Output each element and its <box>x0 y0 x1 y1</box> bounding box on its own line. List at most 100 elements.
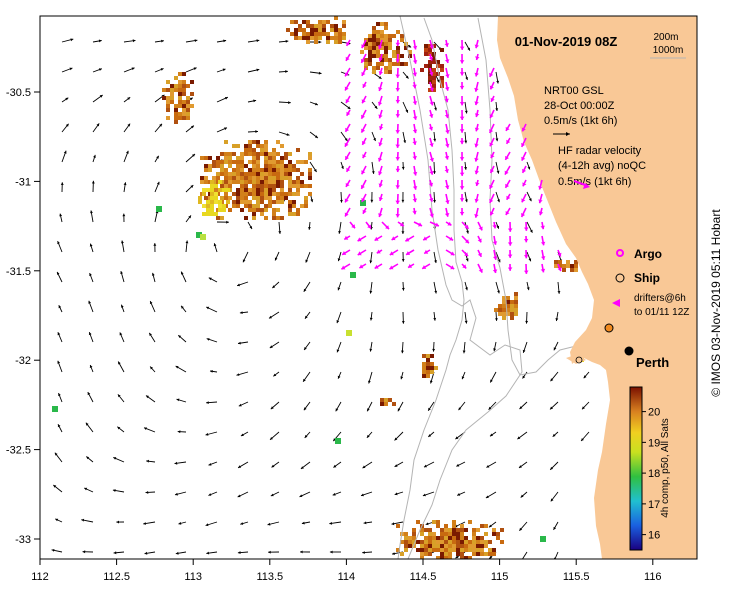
current-arrowhead <box>285 70 288 73</box>
sst-pixel <box>284 192 288 196</box>
sst-pixel <box>368 62 372 66</box>
current-arrowhead <box>270 437 273 440</box>
sst-pixel <box>436 524 440 528</box>
sst-pixel <box>210 208 214 212</box>
sst-pixel <box>338 40 342 44</box>
sst-pixel <box>244 196 248 200</box>
hf-radar-arrows <box>340 39 562 274</box>
sst-pixel <box>260 192 264 196</box>
sst-pixel <box>288 168 292 172</box>
sst-pixel <box>292 184 296 188</box>
sst-pixel <box>170 84 174 88</box>
radar-arrowhead <box>361 99 366 104</box>
current-arrowhead <box>329 550 333 554</box>
sst-pixel <box>338 36 342 40</box>
radar-arrowhead <box>540 225 545 230</box>
sst-pixel <box>280 200 284 204</box>
sst-pixel <box>186 116 190 120</box>
sst-pixel <box>436 556 440 559</box>
radar-arrowhead <box>361 140 366 145</box>
current-arrowhead <box>222 68 226 72</box>
radar-arrowhead <box>391 236 396 241</box>
current-arrowhead <box>550 466 554 470</box>
sst-pixel <box>432 536 436 540</box>
radar-arrowhead <box>459 72 465 76</box>
current-arrowhead <box>223 39 227 43</box>
sst-pixel <box>244 184 248 188</box>
sst-pixel <box>224 184 228 188</box>
sst-pixel <box>276 152 280 156</box>
sst-pixel <box>260 212 264 216</box>
sst-pixel <box>376 66 380 70</box>
current-arrowhead <box>159 123 162 127</box>
sst-pixel <box>268 192 272 196</box>
sst-patches <box>52 16 586 559</box>
sst-pixel <box>484 524 488 528</box>
sst-pixel <box>256 184 260 188</box>
sst-pixel <box>428 528 432 532</box>
sst-pixel <box>376 34 380 38</box>
sst-pixel <box>244 188 248 192</box>
sst-pixel <box>384 50 388 54</box>
sst-pixel <box>506 300 510 304</box>
current-arrowhead <box>464 140 468 144</box>
radar-arrowhead <box>428 126 434 131</box>
current-arrowhead <box>146 395 149 399</box>
sst-pixel <box>334 28 338 32</box>
current-arrowhead <box>314 135 318 138</box>
sst-pixel <box>448 552 452 556</box>
sst-pixel <box>174 104 178 108</box>
sst-pixel <box>296 148 300 152</box>
radar-arrowhead <box>376 249 381 254</box>
model-scale-arrow <box>553 132 570 136</box>
radar-arrowhead <box>362 154 367 159</box>
sst-pixel <box>436 520 440 524</box>
sst-pixel <box>252 160 256 164</box>
sst-pixel <box>226 200 230 204</box>
current-arrowhead <box>401 287 405 291</box>
sst-pixel <box>456 544 460 548</box>
sst-pixel <box>284 176 288 180</box>
sst-pixel <box>292 204 296 208</box>
sst-pixel <box>342 32 346 36</box>
current-arrowhead <box>465 258 469 262</box>
sst-pixel <box>220 160 224 164</box>
sst-pixel <box>166 100 170 104</box>
sst-pixel <box>178 96 182 100</box>
sst-pixel <box>210 196 214 200</box>
current-arrowhead <box>428 407 431 411</box>
sst-pixel <box>566 264 570 268</box>
sst-pixel <box>228 196 232 200</box>
sst-pixel <box>430 366 434 370</box>
argo-legend-marker <box>616 249 624 257</box>
sst-pixel <box>396 50 400 54</box>
sst-pixel <box>218 204 222 208</box>
sst-pixel <box>472 532 476 536</box>
current-arrowhead <box>374 105 378 109</box>
sst-pixel <box>218 200 222 204</box>
sst-pixel <box>210 204 214 208</box>
current-arrowhead <box>424 464 427 468</box>
current-arrowhead <box>175 551 179 555</box>
sst-pixel <box>228 152 232 156</box>
sst-pixel <box>284 196 288 200</box>
sst-pixel <box>422 374 426 378</box>
sst-pixel <box>264 216 268 220</box>
sst-pixel <box>558 264 562 268</box>
sst-pixel <box>256 160 260 164</box>
current-arrowhead <box>238 341 241 345</box>
sst-pixel <box>440 556 444 559</box>
radar-arrowhead <box>538 199 543 204</box>
sst-pixel <box>432 68 436 72</box>
sst-pixel <box>304 204 308 208</box>
sst-pixel <box>296 208 300 212</box>
sst-pixel <box>220 164 224 168</box>
y-tick-label: -33 <box>15 534 31 546</box>
sst-pixel <box>308 152 312 156</box>
radar-arrowhead <box>429 197 434 202</box>
sst-pixel <box>276 200 280 204</box>
current-arrowhead <box>550 498 554 502</box>
sst-pixel <box>288 164 292 168</box>
current-arrowhead <box>392 552 395 555</box>
radar-arrowhead <box>412 210 417 215</box>
